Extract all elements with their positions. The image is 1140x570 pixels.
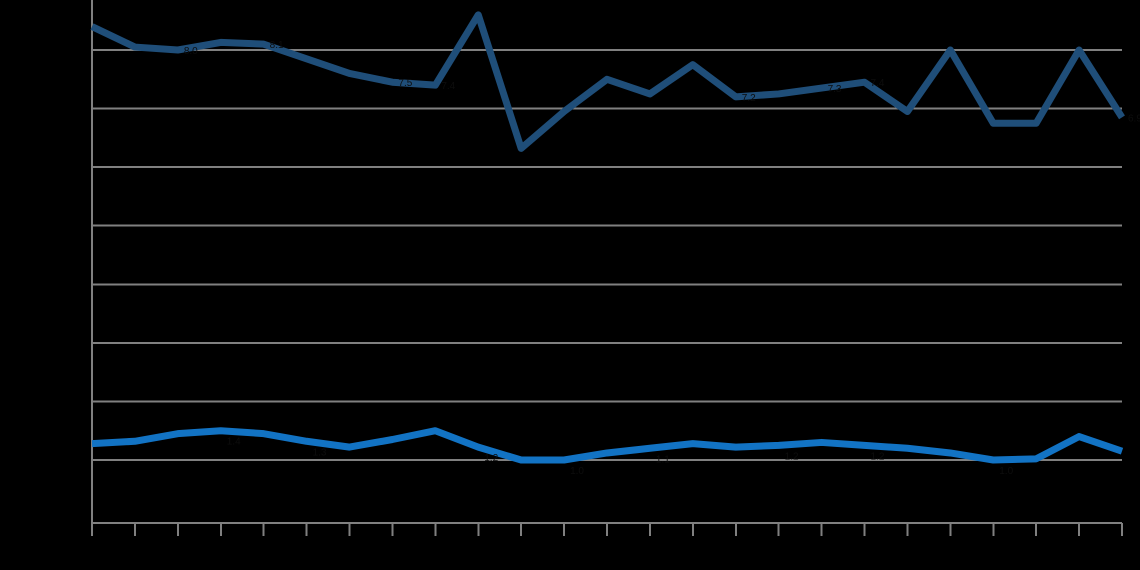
data-label-upper-2: 8.0	[184, 46, 198, 57]
data-label-lower-3: 1.4	[227, 437, 241, 448]
x-axis-ticks	[91, 523, 1123, 536]
data-labels-lower: 1.4 1.3 1.2 1.0 1.1 1.2 1.2 1.0	[227, 437, 1014, 477]
data-label-upper-4: 8.1	[270, 40, 284, 51]
data-label-lower-11: 1.0	[570, 466, 584, 477]
data-label-lower-21: 1.0	[999, 466, 1013, 477]
gridlines	[92, 49, 1122, 461]
data-label-lower-18: 1.2	[871, 451, 885, 462]
data-label-lower-13: 1.1	[656, 454, 670, 465]
data-label-upper-24: 6.9	[1128, 113, 1140, 124]
data-label-lower-5: 1.3	[313, 447, 327, 458]
data-label-upper-15: 7.2	[742, 93, 756, 104]
data-label-upper-8: 7.4	[441, 81, 455, 92]
data-label-lower-9: 1.2	[484, 453, 498, 464]
data-label-upper-17: 7.3	[828, 84, 842, 95]
series-upper-line	[90, 11, 1125, 152]
data-label-lower-16: 1.2	[785, 451, 799, 462]
data-label-upper-18: 7.4	[871, 78, 885, 89]
series-lower-line	[91, 427, 1124, 464]
data-labels-upper: 8.0 8.1 7.5 7.4 7.2 7.3 7.4 6.9	[184, 40, 1140, 124]
data-label-upper-7: 7.5	[398, 78, 412, 89]
